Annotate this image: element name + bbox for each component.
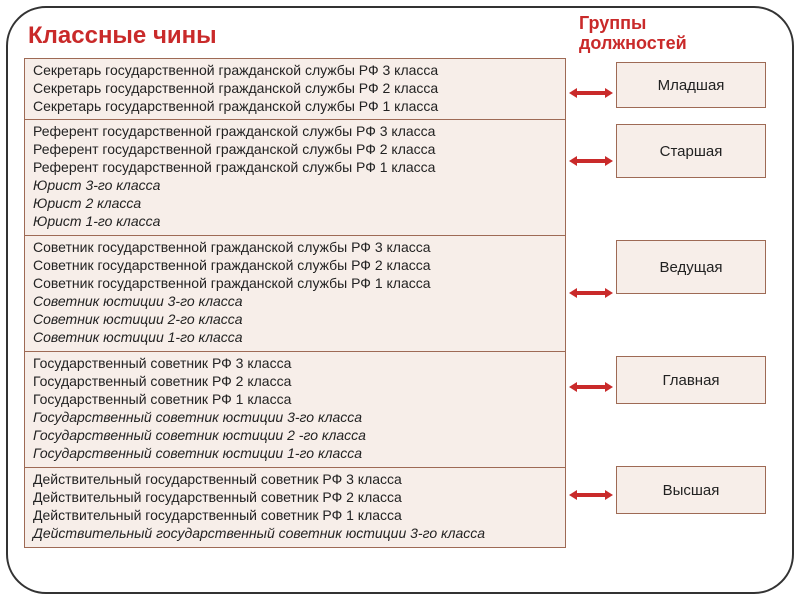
title-ranks: Классные чины — [24, 14, 579, 58]
rank-line: Советник государственной гражданской слу… — [33, 257, 557, 275]
ranks-column: Секретарь государственной гражданской сл… — [24, 58, 566, 548]
rank-line-italic: Государственный советник юстиции 2 -го к… — [33, 427, 557, 445]
headers-row: Классные чины Группы должностей — [24, 14, 782, 58]
arrows-column — [566, 58, 616, 548]
rank-line: Советник государственной гражданской слу… — [33, 275, 557, 293]
rank-block: Государственный советник РФ 3 классаГосу… — [24, 352, 566, 468]
rank-line: Референт государственной гражданской слу… — [33, 123, 557, 141]
rank-block: Действительный государственный советник … — [24, 468, 566, 548]
rank-line-italic: Юрист 3-го класса — [33, 177, 557, 195]
rank-line: Государственный советник РФ 2 класса — [33, 373, 557, 391]
rank-line-italic: Юрист 1-го класса — [33, 213, 557, 231]
rank-line: Действительный государственный советник … — [33, 471, 557, 489]
rank-line-italic: Советник юстиции 3-го класса — [33, 293, 557, 311]
rank-block: Референт государственной гражданской слу… — [24, 120, 566, 236]
rank-line: Действительный государственный советник … — [33, 507, 557, 525]
group-label: Ведущая — [659, 259, 722, 276]
group-box: Высшая — [616, 466, 766, 514]
arrow-cell — [569, 490, 613, 500]
double-arrow-icon — [569, 382, 613, 392]
rank-line: Государственный советник РФ 1 класса — [33, 391, 557, 409]
group-label: Младшая — [658, 77, 725, 94]
rank-line-italic: Советник юстиции 2-го класса — [33, 311, 557, 329]
double-arrow-icon — [569, 156, 613, 166]
group-box: Младшая — [616, 62, 766, 108]
double-arrow-icon — [569, 490, 613, 500]
rank-line-italic: Государственный советник юстиции 3-го кл… — [33, 409, 557, 427]
arrow-cell — [569, 88, 613, 98]
rank-line: Секретарь государственной гражданской сл… — [33, 80, 557, 98]
double-arrow-icon — [569, 88, 613, 98]
groups-column: Младшая Старшая Ведущая Главная Высшая — [616, 58, 766, 548]
rank-line-italic: Советник юстиции 1-го класса — [33, 329, 557, 347]
arrow-cell — [569, 156, 613, 166]
group-box: Старшая — [616, 124, 766, 178]
rank-line-italic: Государственный советник юстиции 1-го кл… — [33, 445, 557, 463]
rank-line-italic: Юрист 2 класса — [33, 195, 557, 213]
group-label: Высшая — [663, 482, 720, 499]
rank-line: Секретарь государственной гражданской сл… — [33, 98, 557, 116]
rank-line: Референт государственной гражданской слу… — [33, 141, 557, 159]
rank-line: Советник государственной гражданской слу… — [33, 239, 557, 257]
body-row: Секретарь государственной гражданской сл… — [24, 58, 782, 548]
slide-content: Классные чины Группы должностей Секретар… — [24, 14, 782, 590]
title-groups: Группы должностей — [579, 14, 759, 58]
group-label: Главная — [662, 372, 719, 389]
arrow-cell — [569, 382, 613, 392]
group-label: Старшая — [660, 143, 723, 160]
group-box: Главная — [616, 356, 766, 404]
rank-block: Секретарь государственной гражданской сл… — [24, 58, 566, 120]
double-arrow-icon — [569, 288, 613, 298]
rank-line: Действительный государственный советник … — [33, 489, 557, 507]
arrow-cell — [569, 288, 613, 298]
rank-line: Референт государственной гражданской слу… — [33, 159, 557, 177]
rank-line-italic: Действительный государственный советник … — [33, 525, 557, 543]
group-box: Ведущая — [616, 240, 766, 294]
rank-line: Государственный советник РФ 3 класса — [33, 355, 557, 373]
rank-block: Советник государственной гражданской слу… — [24, 236, 566, 352]
rank-line: Секретарь государственной гражданской сл… — [33, 62, 557, 80]
